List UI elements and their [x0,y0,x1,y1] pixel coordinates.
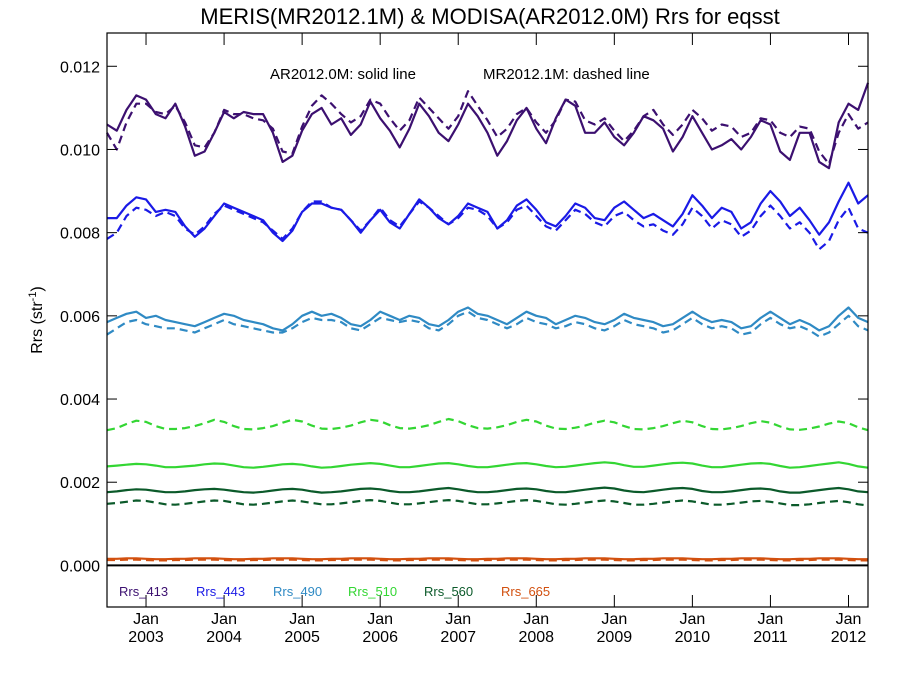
x-tick-year-label: 2005 [284,629,320,646]
legend-entry-rrs-443: Rrs_443 [196,584,245,599]
y-axis-label-close: ) [29,286,46,291]
y-tick-label: 0.000 [60,558,100,575]
x-tick-year-label: 2008 [518,629,554,646]
series-line-rrs-413-solid [106,82,870,170]
y-tick-label: 0.002 [60,475,100,492]
x-tick-year-label: 2010 [675,629,711,646]
y-axis-label: Rrs (str-1) [27,286,46,354]
legend-entry-rrs-490: Rrs_490 [273,584,322,599]
x-tick-month-label: Jan [601,611,627,628]
series-line-rrs-665-dashed [107,558,868,562]
x-tick-month-label: Jan [289,611,315,628]
x-tick-month-label: Jan [679,611,705,628]
plot-frame [106,32,869,608]
y-axis-label-main: Rrs (str [29,301,46,354]
series-line-rrs-443-solid [107,181,869,243]
x-tick-month-label: Jan [523,611,549,628]
x-tick-year-label: 2006 [362,629,398,646]
x-tick-year-label: 2007 [440,629,476,646]
series-line-rrs-560-dashed [106,499,869,507]
series-line-rrs-510-solid [106,461,869,469]
x-axis-ticks: Jan2003Jan2004Jan2005Jan2006Jan2007Jan20… [128,33,866,646]
x-tick-month-label: Jan [445,611,471,628]
y-tick-label: 0.012 [60,59,100,76]
y-tick-label: 0.004 [60,392,100,409]
x-tick-year-label: 2011 [753,629,788,646]
legend-entry-rrs-665: Rrs_665 [501,584,550,599]
y-tick-label: 0.008 [60,226,100,243]
series-line-rrs-413-dashed [106,90,869,166]
series-layer [106,82,870,562]
y-tick-label: 0.010 [60,142,100,159]
y-axis-ticks: 0.000 0.002 0.004 0.006 0.008 0.010 0.012 [60,59,868,575]
x-tick-month-label: Jan [758,611,784,628]
y-tick-label: 0.006 [60,309,100,326]
series-line-rrs-560-solid [106,486,869,494]
legend: Rrs_413 Rrs_443 Rrs_490 Rrs_510 Rrs_560 Rrs_6… [119,584,550,599]
x-tick-year-label: 2012 [831,629,867,646]
series-line-rrs-665-solid [107,557,868,561]
series-line-rrs-490-dashed [106,310,869,338]
y-axis-label-sup: -1 [27,292,39,302]
x-tick-month-label: Jan [211,611,237,628]
x-tick-year-label: 2009 [597,629,633,646]
chart-title: MERIS(MR2012.1M) & MODISA(AR2012.0M) Rrs… [200,4,779,29]
annotation-solid-line: AR2012.0M: solid line [270,66,416,83]
series-line-rrs-510-dashed [106,417,869,432]
x-tick-month-label: Jan [836,611,862,628]
legend-entry-rrs-510: Rrs_510 [348,584,397,599]
x-tick-year-label: 2004 [206,629,242,646]
legend-entry-rrs-560: Rrs_560 [424,584,473,599]
series-line-rrs-490-solid [106,306,869,332]
x-tick-month-label: Jan [133,611,159,628]
legend-entry-rrs-413: Rrs_413 [119,584,168,599]
x-tick-year-label: 2003 [128,629,164,646]
x-tick-month-label: Jan [367,611,393,628]
annotation-dashed-line: MR2012.1M: dashed line [483,66,650,83]
